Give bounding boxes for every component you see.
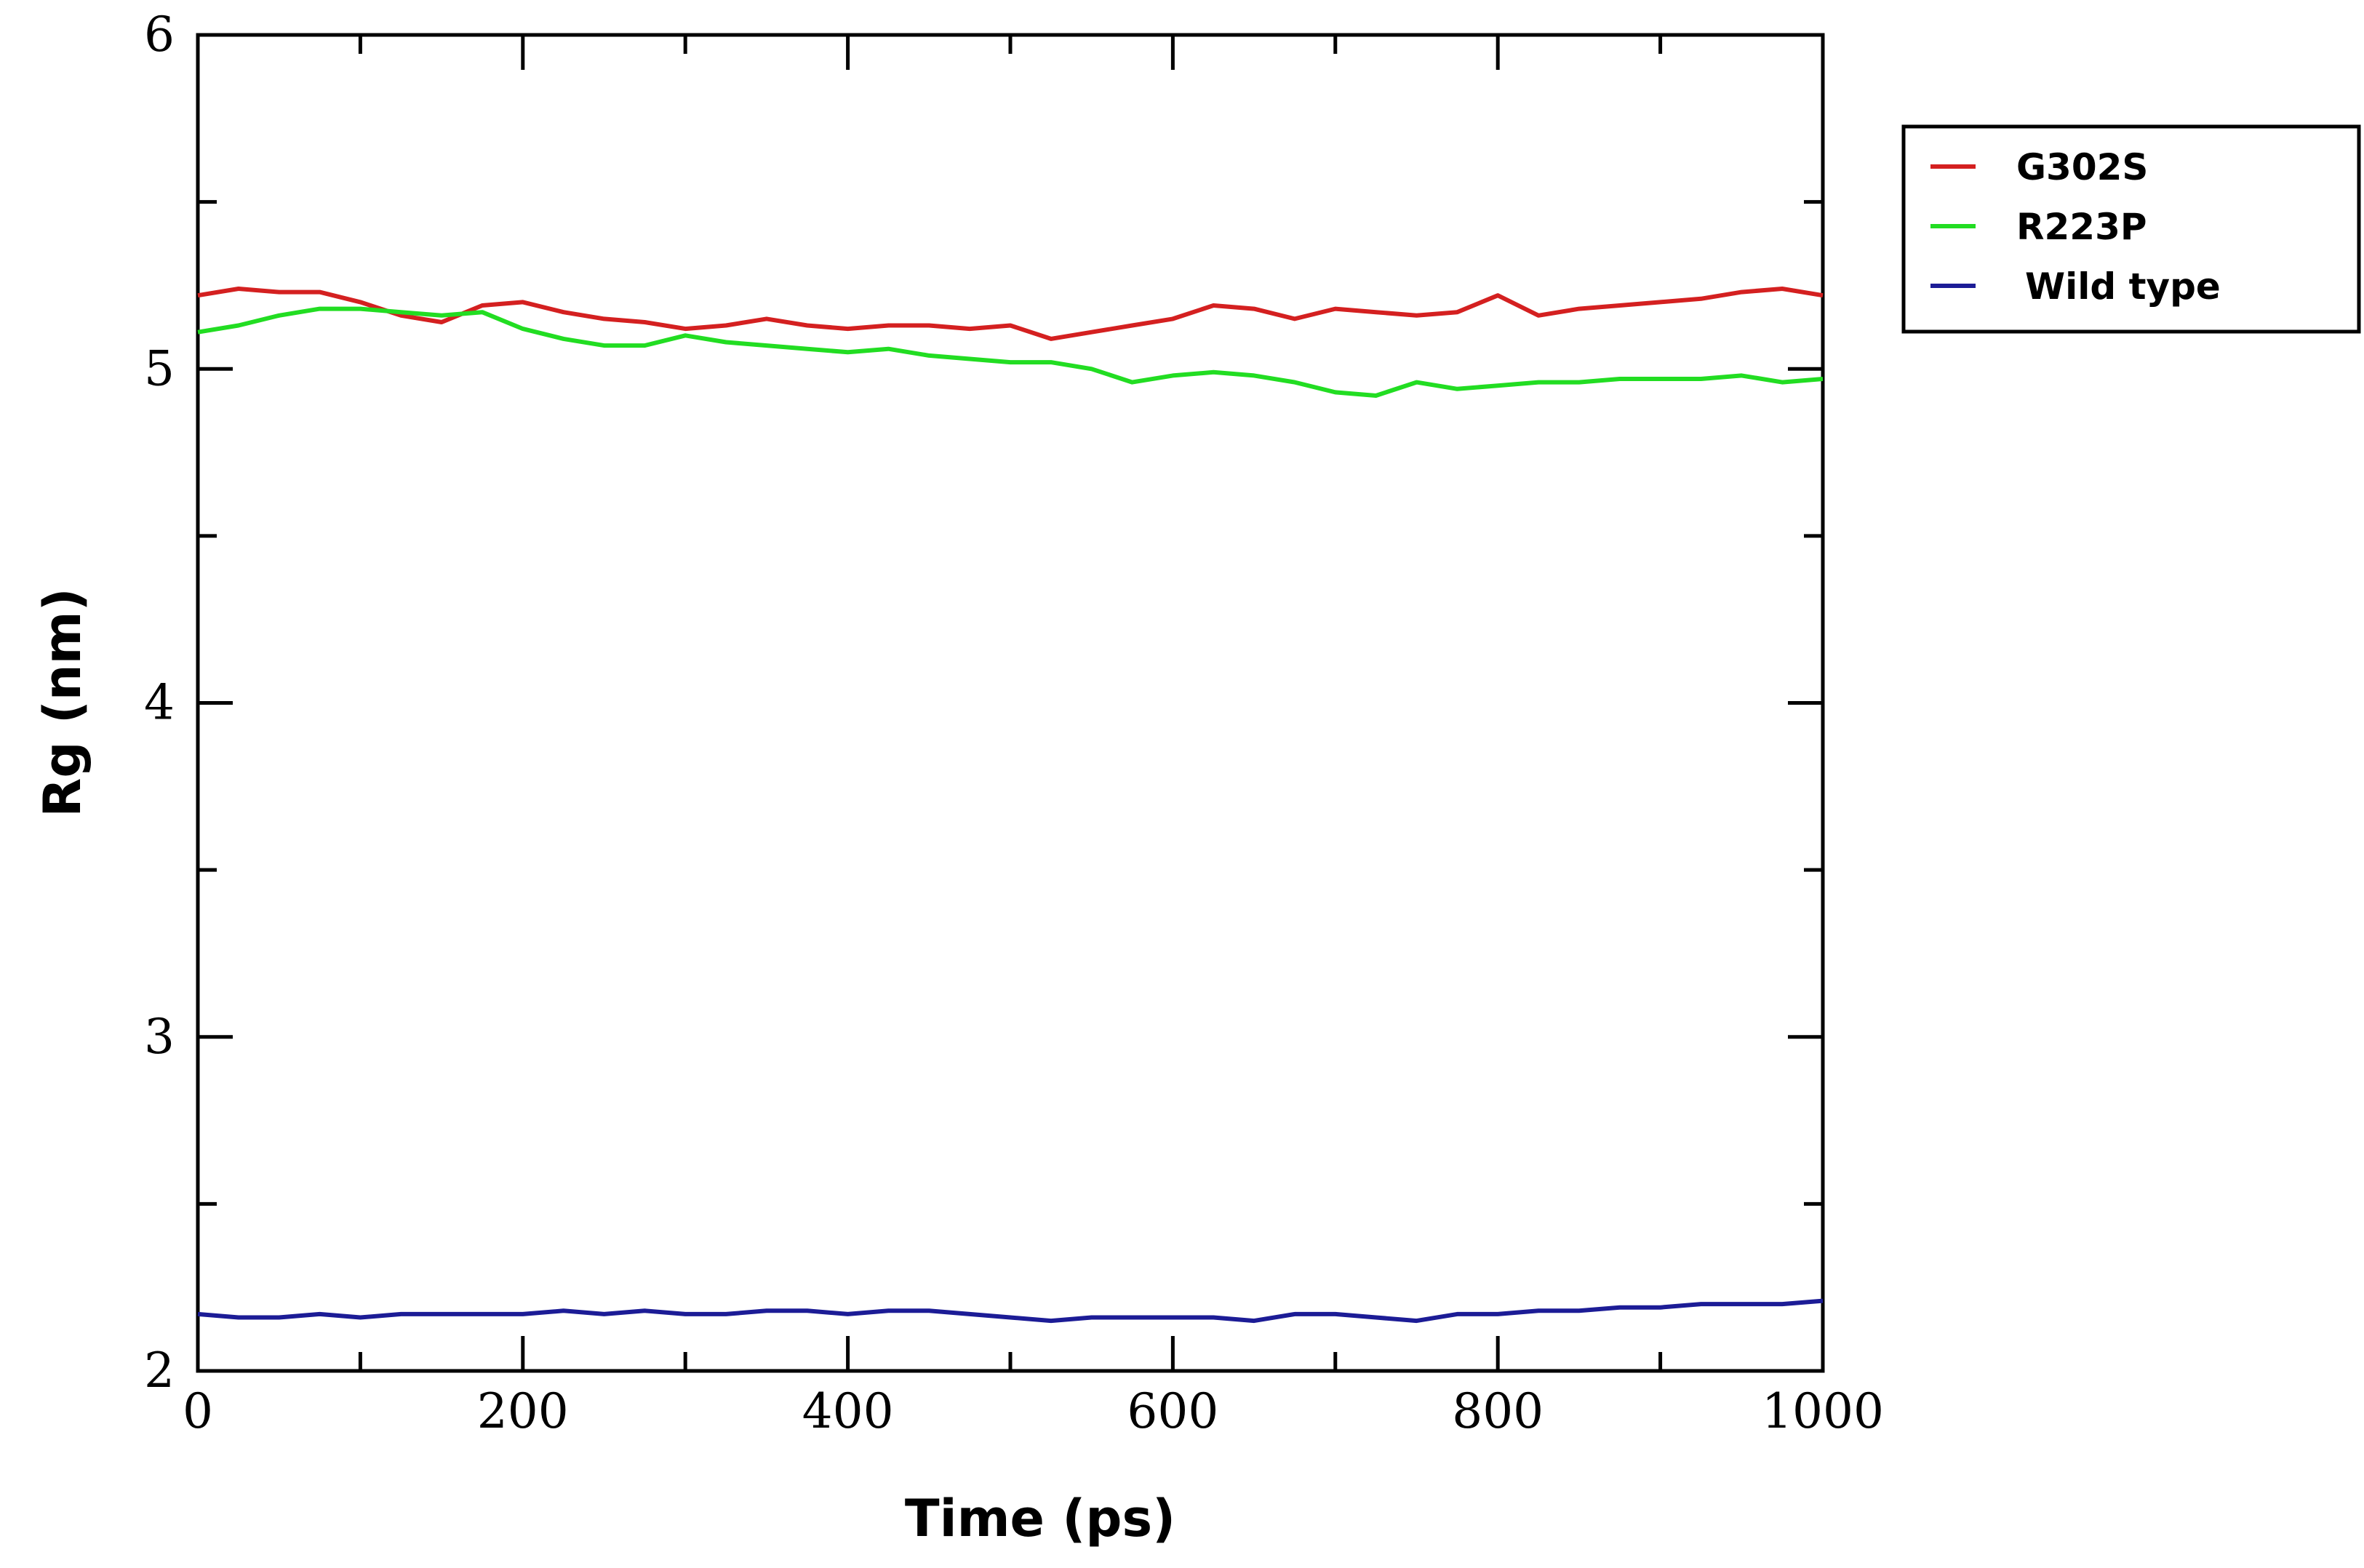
x-tick-label: 600 (1127, 1383, 1218, 1439)
series-line-g302s (197, 287, 1824, 341)
y-tick-label: 3 (144, 1009, 175, 1065)
y-tick-label: 6 (144, 7, 175, 63)
y-axis-title: Rg (nm) (33, 588, 92, 817)
x-axis-ticks: 0 200 400 600 800 1000 (183, 35, 1884, 1439)
series-line-r223p (197, 306, 1824, 398)
legend-label: G302S (2016, 146, 2148, 188)
legend-items: G302S R223P Wild type (1930, 146, 2221, 308)
y-tick-label: 5 (144, 340, 175, 396)
series-lines (197, 287, 1824, 1324)
y-axis-ticks: 2 3 4 5 6 (144, 7, 1823, 1399)
legend-label: Wild type (2025, 265, 2221, 308)
x-axis-title: Time (ps) (905, 1489, 1175, 1548)
x-tick-label: 400 (802, 1383, 894, 1439)
x-tick-label: 800 (1452, 1383, 1544, 1439)
series-line-wild-type (197, 1298, 1824, 1324)
x-tick-label: 200 (477, 1383, 569, 1439)
x-tick-label: 0 (183, 1383, 213, 1439)
y-tick-label: 2 (144, 1343, 175, 1399)
legend-box (1901, 124, 2361, 334)
legend-label: R223P (2016, 206, 2147, 248)
y-tick-label: 4 (144, 675, 175, 731)
legend: G302S R223P Wild type (1901, 124, 2361, 334)
x-tick-label: 1000 (1762, 1383, 1884, 1439)
